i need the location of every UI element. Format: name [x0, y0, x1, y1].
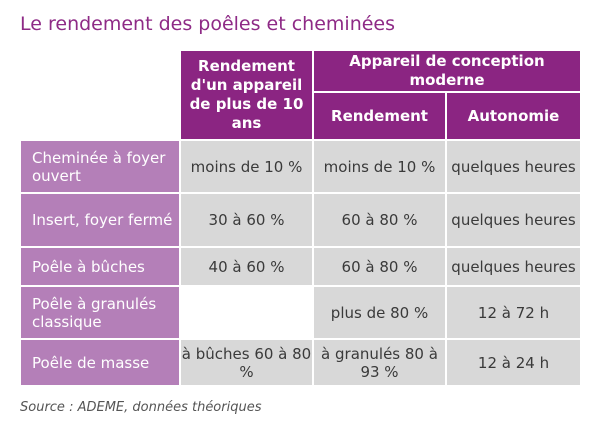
efficiency-table: Rendement d'un appareil de plus de 10 an… [19, 49, 582, 387]
table-row: Poêle à granulés classique plus de 80 % … [21, 287, 580, 338]
cell-autonomy: quelques heures [447, 248, 580, 285]
cell-old-efficiency: à bûches 60 à 80 % [181, 340, 312, 385]
cell-autonomy: quelques heures [447, 194, 580, 246]
cell-old-efficiency [181, 287, 312, 338]
table-corner [21, 51, 179, 139]
table-row: Insert, foyer fermé 30 à 60 % 60 à 80 % … [21, 194, 580, 246]
table-row: Poêle à bûches 40 à 60 % 60 à 80 % quelq… [21, 248, 580, 285]
cell-autonomy: 12 à 24 h [447, 340, 580, 385]
row-label: Poêle à bûches [21, 248, 179, 285]
row-label: Cheminée à foyer ouvert [21, 141, 179, 192]
cell-modern-efficiency: 60 à 80 % [314, 194, 445, 246]
header-autonomy: Autonomie [447, 93, 580, 139]
table-row: Cheminée à foyer ouvert moins de 10 % mo… [21, 141, 580, 192]
header-modern-appliance: Appareil de conception moderne [314, 51, 580, 91]
cell-old-efficiency: 30 à 60 % [181, 194, 312, 246]
cell-modern-efficiency: moins de 10 % [314, 141, 445, 192]
cell-modern-efficiency: à granulés 80 à 93 % [314, 340, 445, 385]
cell-old-efficiency: 40 à 60 % [181, 248, 312, 285]
cell-autonomy: 12 à 72 h [447, 287, 580, 338]
cell-modern-efficiency: plus de 80 % [314, 287, 445, 338]
cell-modern-efficiency: 60 à 80 % [314, 248, 445, 285]
cell-old-efficiency: moins de 10 % [181, 141, 312, 192]
cell-autonomy: quelques heures [447, 141, 580, 192]
page-title: Le rendement des poêles et cheminées [20, 13, 396, 35]
header-efficiency: Rendement [314, 93, 445, 139]
table-row: Poêle de masse à bûches 60 à 80 % à gran… [21, 340, 580, 385]
row-label: Insert, foyer fermé [21, 194, 179, 246]
row-label: Poêle de masse [21, 340, 179, 385]
source-note: Source : ADEME, données théoriques [20, 400, 262, 415]
row-label: Poêle à granulés classique [21, 287, 179, 338]
header-old-appliance: Rendement d'un appareil de plus de 10 an… [181, 51, 312, 139]
